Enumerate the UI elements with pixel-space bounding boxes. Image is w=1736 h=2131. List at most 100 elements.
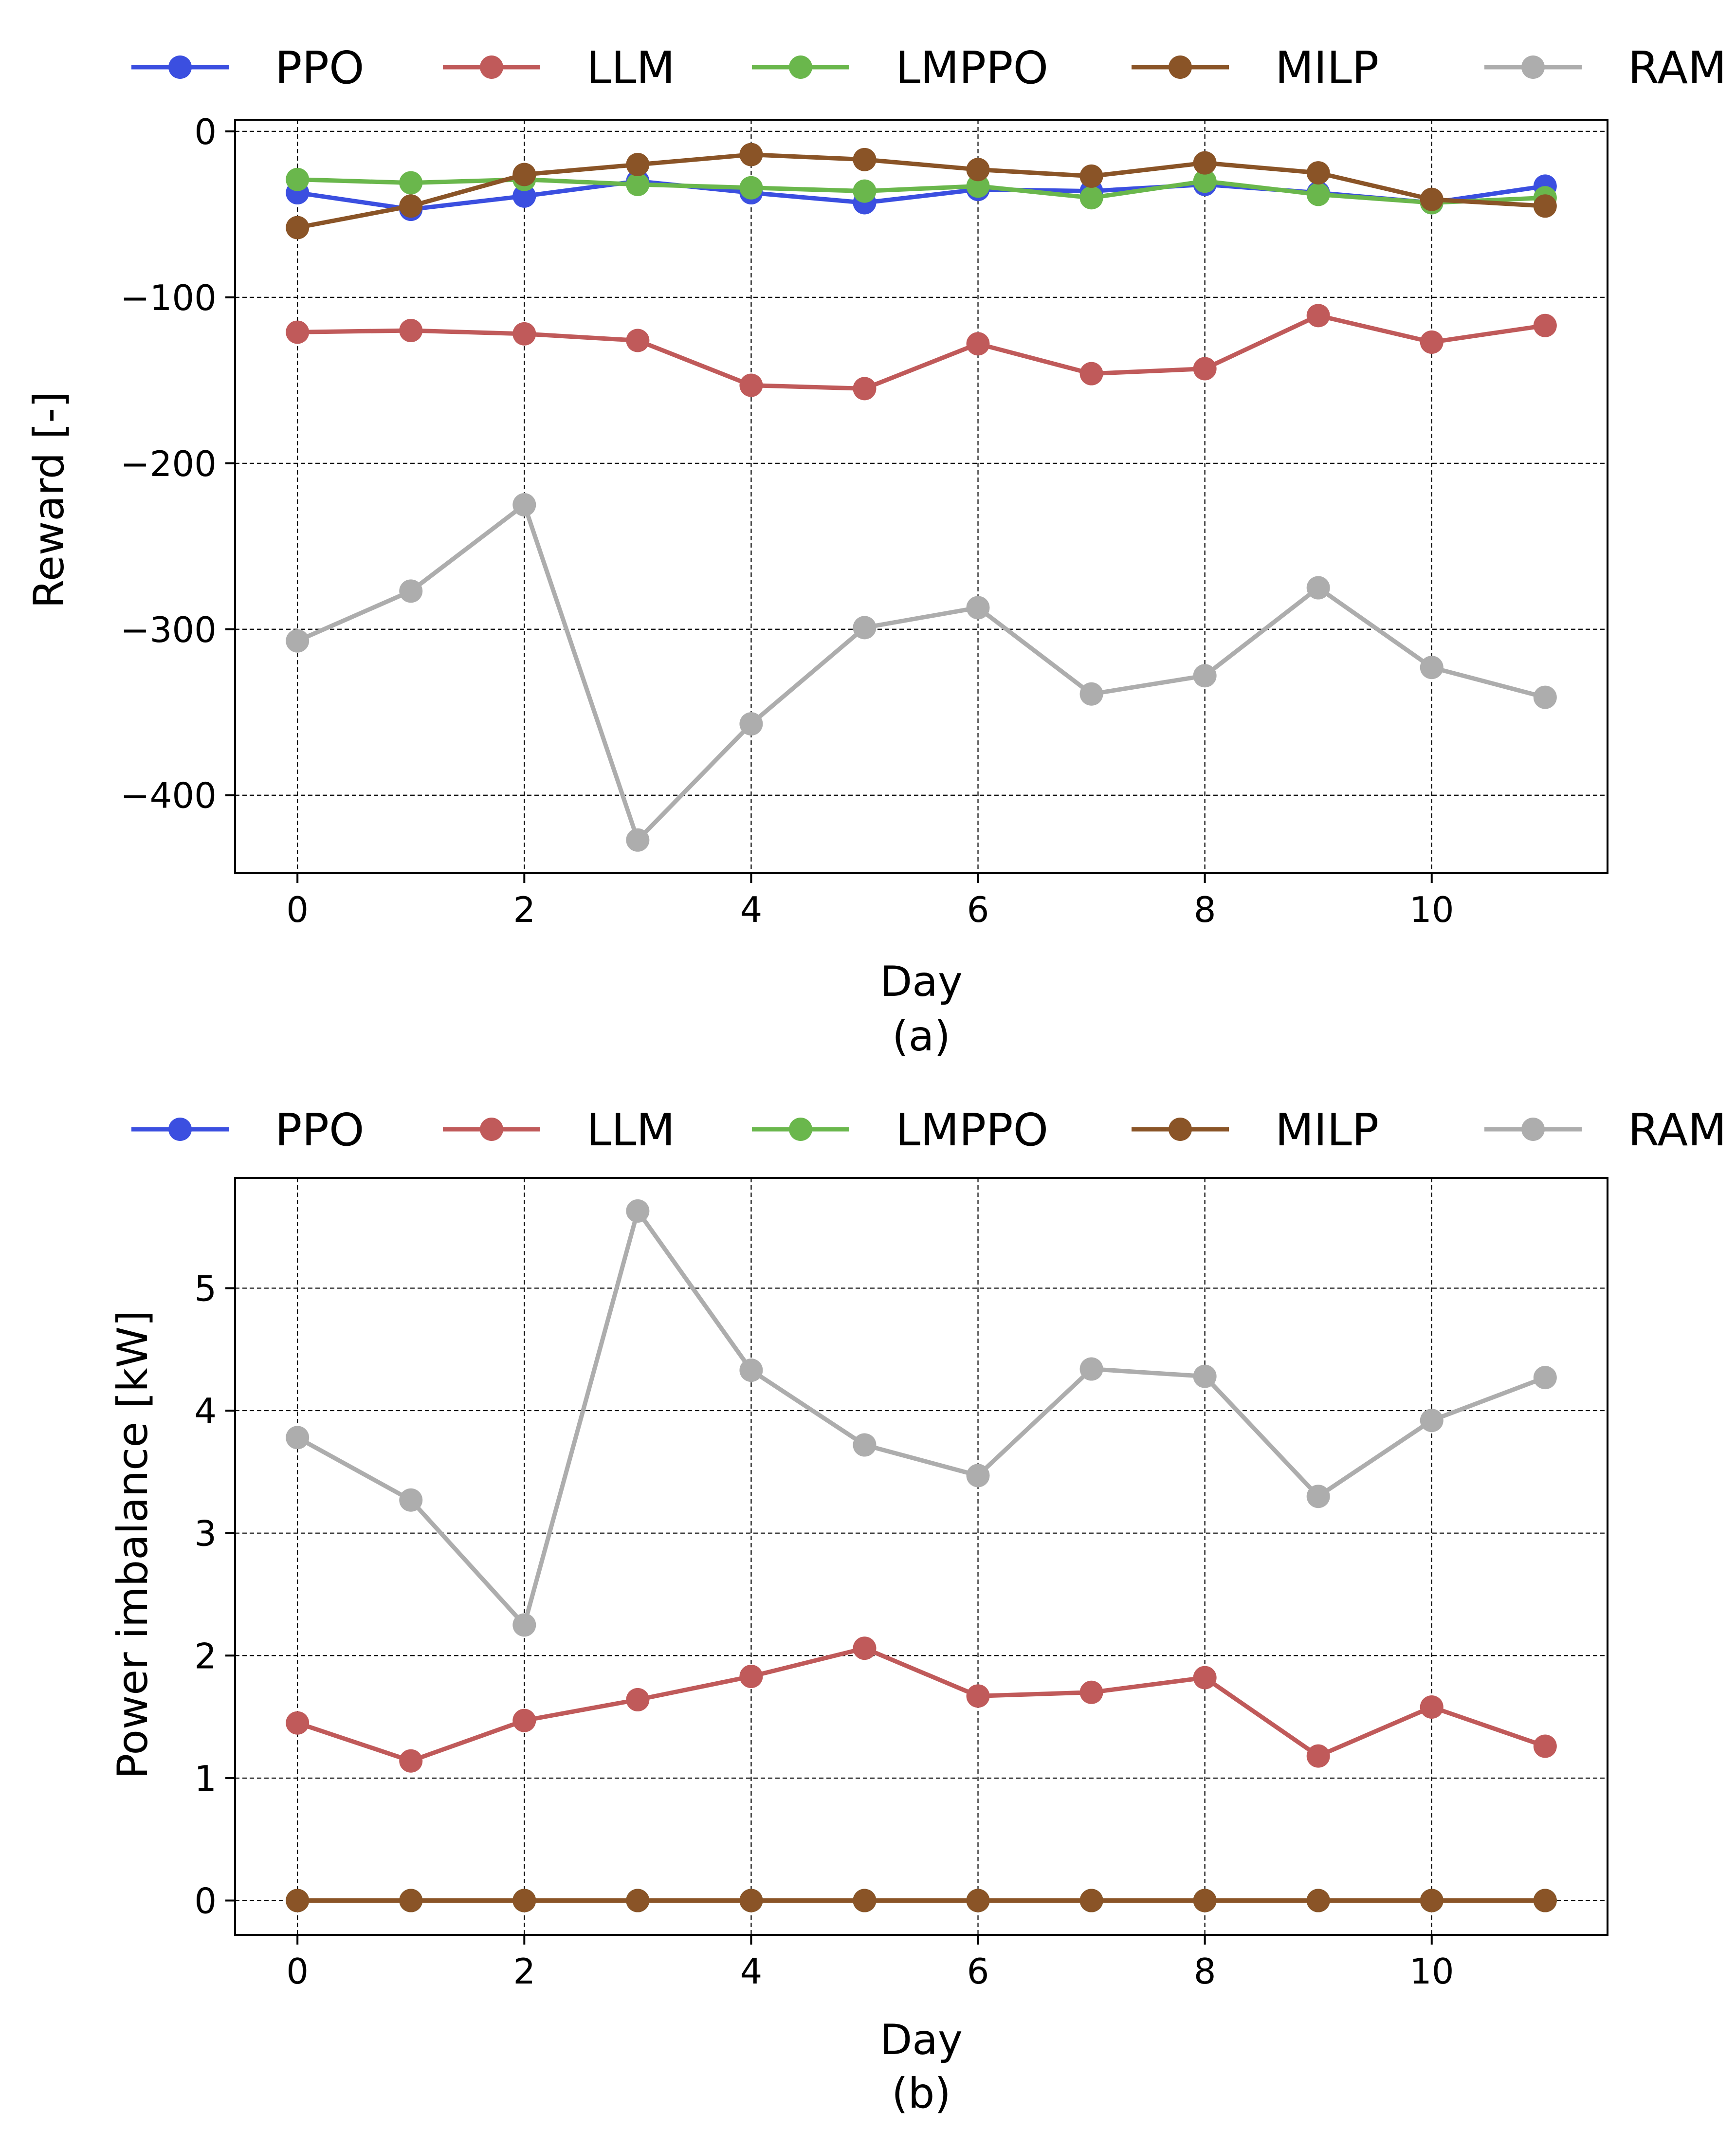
y-tick-label: 0 <box>194 1881 217 1922</box>
panel-b: PPO LLM LMPPO MILP RAM 0 2 4 6 8 10 0 1 2 3 4 5 Day (b)… <box>109 1104 1727 2118</box>
data-point-milp <box>1306 1889 1330 1912</box>
data-point-milp <box>1533 1889 1557 1912</box>
legend-label: LMPPO <box>895 42 1048 94</box>
data-point-milp <box>1420 187 1444 211</box>
panel-label-a: (a) <box>892 1012 950 1061</box>
x-tick-label: 6 <box>967 889 989 930</box>
data-point-milp <box>626 153 650 177</box>
series-line-ram <box>295 502 1548 843</box>
y-tick-label: 0 <box>194 111 217 152</box>
data-point-ram <box>286 1426 310 1450</box>
legend-label: LMPPO <box>895 1104 1048 1156</box>
data-point-llm <box>1079 1680 1103 1704</box>
data-point-llm <box>626 1688 650 1711</box>
data-point-llm <box>399 1749 423 1773</box>
y-tick-label: 3 <box>194 1513 217 1554</box>
data-point-ram <box>1420 1409 1444 1433</box>
data-point-ram <box>1306 1485 1330 1508</box>
legend-a: PPO LLM LMPPO MILP RAM <box>131 42 1727 94</box>
legend-marker <box>480 55 503 79</box>
data-point-milp <box>1306 161 1330 185</box>
plot-area-a: 0 2 4 6 8 10 0 −100 −200 −300 −400 <box>120 111 1608 930</box>
data-point-ram <box>626 1199 650 1223</box>
data-point-llm <box>399 319 423 343</box>
legend-marker <box>480 1118 503 1141</box>
data-point-llm <box>512 1708 536 1732</box>
x-tick-label: 6 <box>967 1951 989 1992</box>
data-point-llm <box>512 322 536 346</box>
data-point-llm <box>966 1684 990 1708</box>
legend-marker <box>1169 55 1192 79</box>
data-point-milp <box>853 147 877 171</box>
plot-area-b: 0 2 4 6 8 10 0 1 2 3 4 5 <box>194 1177 1608 1992</box>
x-tick-label: 0 <box>286 1951 309 1992</box>
data-point-milp <box>966 1889 990 1912</box>
data-point-milp <box>399 194 423 218</box>
x-tick-label: 8 <box>1194 889 1216 930</box>
y-tick-label: −400 <box>120 775 217 816</box>
y-tick-label: 2 <box>194 1635 217 1676</box>
data-point-llm <box>1306 304 1330 328</box>
x-axis-label-a: Day <box>880 957 963 1006</box>
legend-label: RAM <box>1628 42 1727 94</box>
data-point-llm <box>286 320 310 344</box>
plot-frame <box>234 119 1608 874</box>
data-point-ram <box>399 1488 423 1512</box>
data-point-milp <box>739 143 763 166</box>
data-point-lmppo <box>853 179 877 203</box>
data-point-milp <box>1079 1889 1103 1912</box>
data-point-milp <box>626 1889 650 1912</box>
legend-item-ppo: PPO <box>131 1104 364 1156</box>
legend-item-ram: RAM <box>1484 42 1727 94</box>
panel-a: PPO LLM LMPPO MILP RAM 0 2 4 6 8 10 0 −100 −200 −300 −… <box>25 42 1727 1061</box>
panel-label-b: (b) <box>892 2069 951 2118</box>
data-point-llm <box>853 1636 877 1660</box>
data-point-llm <box>626 329 650 352</box>
data-point-ram <box>739 712 763 736</box>
legend-marker <box>1169 1118 1192 1141</box>
data-point-milp <box>1420 1889 1444 1912</box>
legend-marker <box>168 1118 192 1141</box>
data-point-lmppo <box>1079 186 1103 210</box>
legend-item-milp: MILP <box>1132 1104 1379 1156</box>
data-point-ram <box>1306 576 1330 600</box>
legend-marker <box>789 1118 812 1141</box>
x-tick-label: 4 <box>740 1951 763 1992</box>
data-point-lmppo <box>739 176 763 200</box>
data-point-llm <box>1533 313 1557 337</box>
legend-item-llm: LLM <box>443 42 675 94</box>
y-tick-label: −100 <box>120 277 217 318</box>
data-point-llm <box>1079 362 1103 386</box>
x-tick-label: 2 <box>513 889 535 930</box>
data-point-ram <box>286 629 310 653</box>
x-tick-label: 8 <box>1194 1951 1216 1992</box>
x-tick-label: 2 <box>513 1951 535 1992</box>
data-point-milp <box>1079 164 1103 188</box>
data-point-milp <box>1533 194 1557 218</box>
data-point-llm <box>1533 1734 1557 1758</box>
data-point-lmppo <box>626 172 650 196</box>
legend-item-lmppo: LMPPO <box>752 1104 1048 1156</box>
data-point-ram <box>1533 685 1557 709</box>
y-tick-label: 5 <box>194 1268 217 1309</box>
legend-marker <box>1521 1118 1545 1141</box>
data-point-milp <box>853 1889 877 1912</box>
series-line-milp <box>295 152 1548 230</box>
data-point-ppo <box>512 184 536 208</box>
legend-label: MILP <box>1275 42 1379 94</box>
data-point-ram <box>626 828 650 852</box>
data-point-llm <box>286 1711 310 1735</box>
data-point-milp <box>739 1889 763 1912</box>
legend-label: LLM <box>586 42 675 94</box>
data-point-lmppo <box>1306 183 1330 206</box>
data-point-llm <box>1193 357 1217 381</box>
data-point-milp <box>512 1889 536 1912</box>
data-point-ram <box>1079 1357 1103 1381</box>
data-point-milp <box>286 1889 310 1912</box>
legend-label: MILP <box>1275 1104 1379 1156</box>
legend-label: PPO <box>275 1104 364 1156</box>
data-point-milp <box>966 158 990 182</box>
legend-label: LLM <box>586 1104 675 1156</box>
legend-item-ram: RAM <box>1484 1104 1727 1156</box>
